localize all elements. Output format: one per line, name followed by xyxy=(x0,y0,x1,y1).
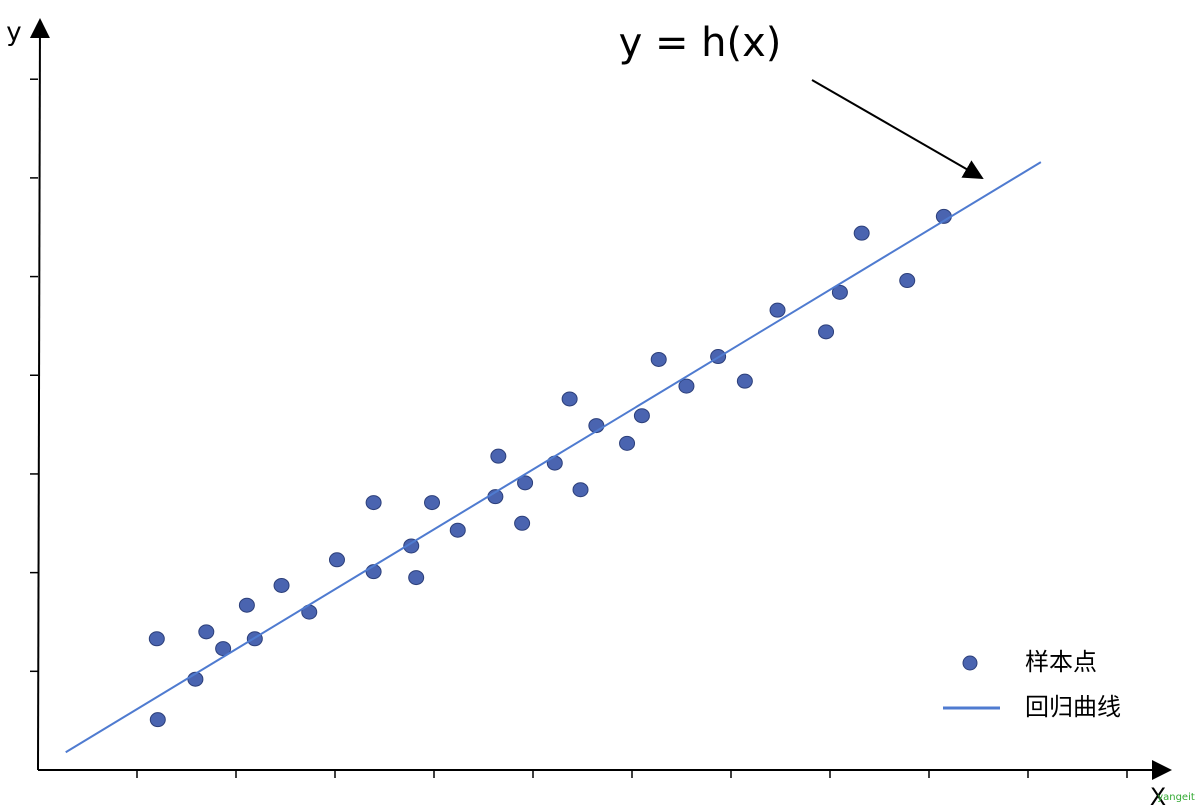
sample-point xyxy=(403,538,420,554)
sample-point xyxy=(408,570,425,586)
sample-point xyxy=(853,225,870,241)
sample-point xyxy=(328,552,345,568)
sample-point xyxy=(546,455,563,471)
sample-point xyxy=(572,482,589,498)
sample-point xyxy=(198,624,215,640)
sample-point xyxy=(818,324,835,340)
sample-point xyxy=(561,391,578,407)
sample-point xyxy=(899,273,916,289)
y-axis xyxy=(29,18,50,771)
legend-marker xyxy=(962,655,978,671)
annotation: y = h(x) xyxy=(619,20,782,66)
sample-point xyxy=(149,712,166,728)
sample-point xyxy=(424,495,441,511)
watermark: yangeit xyxy=(1157,792,1195,803)
sample-point xyxy=(769,302,786,318)
sample-point xyxy=(633,408,650,424)
y-axis-label: y xyxy=(6,18,21,48)
sample-point xyxy=(238,597,255,613)
sample-point xyxy=(678,378,695,394)
sample-point xyxy=(215,641,232,657)
legend-label: 样本点 xyxy=(1025,648,1097,676)
sample-point xyxy=(517,475,534,491)
sample-point xyxy=(365,495,382,511)
sample-point xyxy=(831,284,848,300)
sample-point xyxy=(273,577,290,593)
sample-point xyxy=(650,351,667,367)
x-axis-label: X xyxy=(1150,783,1166,811)
sample-point xyxy=(619,435,636,451)
annotation-arrow xyxy=(811,79,984,179)
sample-point xyxy=(736,373,753,389)
sample-point xyxy=(449,522,466,538)
regression-line xyxy=(65,161,1042,754)
sample-point xyxy=(490,448,507,464)
sample-point xyxy=(148,631,165,647)
legend-label: 回归曲线 xyxy=(1025,693,1121,721)
sample-point xyxy=(514,515,531,531)
